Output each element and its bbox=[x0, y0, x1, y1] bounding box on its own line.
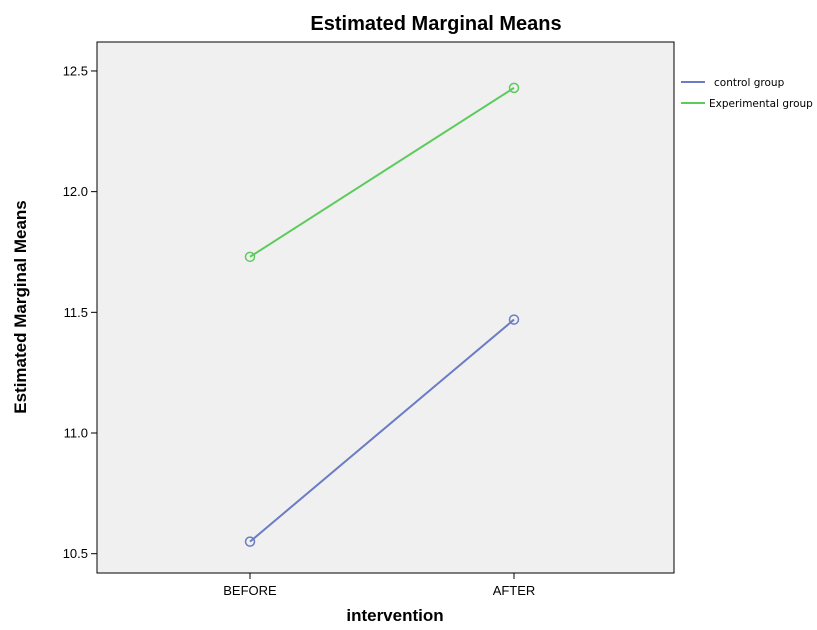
y-axis: 10.5 11.0 11.5 12.0 12.5 bbox=[63, 63, 97, 561]
y-tick-label: 12.5 bbox=[63, 63, 88, 78]
y-tick-label: 11.0 bbox=[64, 426, 88, 441]
x-axis: BEFORE AFTER bbox=[223, 573, 535, 598]
series-layer bbox=[244, 82, 520, 547]
legend-label: control group bbox=[714, 77, 785, 89]
plot-area bbox=[96, 41, 675, 574]
data-point-1-1 bbox=[508, 82, 520, 94]
legend-label: Experimental group bbox=[709, 98, 813, 110]
series-line-1 bbox=[249, 87, 515, 258]
y-tick-label: 10.5 bbox=[63, 546, 88, 561]
data-point-0-1 bbox=[508, 314, 520, 325]
series-line-0 bbox=[249, 318, 515, 543]
x-axis-label: intervention bbox=[346, 606, 443, 625]
data-point-1-0 bbox=[244, 251, 256, 263]
y-tick-label: 12.0 bbox=[63, 184, 88, 199]
x-tick-label: BEFORE bbox=[223, 583, 277, 598]
y-tick-label: 11.5 bbox=[64, 305, 88, 320]
legend: control group Experimental group bbox=[681, 77, 813, 110]
chart-title: Estimated Marginal Means bbox=[310, 13, 561, 35]
data-point-0-0 bbox=[244, 536, 256, 547]
x-tick-label: AFTER bbox=[493, 583, 536, 598]
y-axis-label: Estimated Marginal Means bbox=[11, 200, 30, 414]
